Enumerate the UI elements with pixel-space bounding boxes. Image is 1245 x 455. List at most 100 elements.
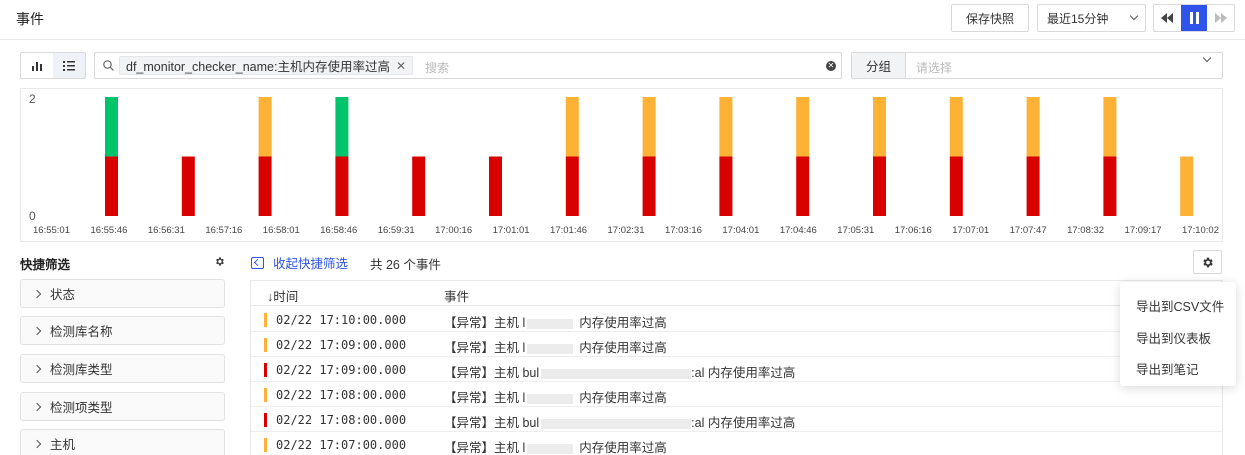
gear-icon[interactable] [214, 256, 225, 267]
bar-critical [949, 156, 963, 216]
rewind-button[interactable] [1154, 5, 1181, 31]
x-tick-label: 17:01:46 [550, 225, 587, 236]
group-select[interactable]: 分组 请选择 [851, 52, 1223, 79]
page-header: 事件 保存快照 最近15分钟 [0, 0, 1245, 40]
status-indicator [264, 313, 267, 327]
pause-icon [1189, 12, 1193, 24]
x-tick-label: 17:03:16 [665, 225, 702, 236]
table-row[interactable]: 02/22 17:09:00.000 【异常】主机 bul:al 内存使用率过高 [251, 357, 1222, 382]
bar-warning [1103, 97, 1117, 157]
list-view-button[interactable] [53, 53, 85, 78]
quick-filter-status[interactable]: 状态 [20, 279, 225, 308]
quick-filter-check-lib-name[interactable]: 检测库名称 [20, 316, 225, 345]
event-count: 共 26 个事件 [370, 258, 441, 272]
forward-button[interactable] [1207, 5, 1234, 31]
bar-warning [642, 97, 656, 157]
redacted-host [541, 368, 692, 379]
page-title: 事件 [16, 11, 44, 27]
quick-filter-label: 检测库名称 [50, 325, 113, 339]
event-histogram: 2 0 16:55:01 16:55:46 16:56:31 16:57:16 16:58:… [20, 88, 1223, 242]
redacted-host [541, 418, 692, 429]
event-title[interactable]: 【异常】主机 bul:al 内存使用率过高 [444, 416, 796, 430]
event-time: 02/22 17:09:00.000 [276, 338, 407, 352]
table-settings-button[interactable] [1193, 250, 1222, 274]
collapse-quick-filter-button[interactable]: 收起快捷筛选 [251, 253, 348, 272]
filter-tag[interactable]: df_monitor_checker_name:主机内存使用率过高 ✕ [119, 56, 414, 75]
search-input[interactable]: 搜索 [425, 61, 450, 75]
chevron-down-icon [1129, 11, 1139, 21]
bar-critical [1026, 156, 1040, 216]
quick-filter-check-item-type[interactable]: 检测项类型 [20, 392, 225, 421]
search-bar[interactable]: df_monitor_checker_name:主机内存使用率过高 ✕ 搜索 ✕ [94, 52, 842, 79]
x-tick-label: 16:58:01 [263, 225, 300, 236]
quick-filter-label: 检测项类型 [50, 401, 113, 415]
bar-warning [719, 97, 733, 157]
x-tick-label: 16:55:46 [90, 225, 127, 236]
x-tick-label: 17:00:16 [435, 225, 472, 236]
redacted-host [527, 443, 574, 454]
x-tick-label: 17:04:46 [780, 225, 817, 236]
table-row[interactable]: 02/22 17:09:00.000 【异常】主机 l 内存使用率过高 [251, 332, 1222, 357]
chevron-down-icon [1202, 53, 1212, 63]
gear-icon [1203, 257, 1213, 267]
bar-critical [796, 156, 810, 216]
event-title[interactable]: 【异常】主机 l 内存使用率过高 [444, 341, 667, 355]
table-row[interactable]: 02/22 17:10:00.000 【异常】主机 l 内存使用率过高 [251, 307, 1222, 332]
quick-filter-label: 主机 [50, 438, 76, 452]
bar-critical [335, 156, 349, 216]
bar-critical [105, 156, 118, 216]
chevron-right-icon [32, 364, 42, 373]
quick-filter-label: 状态 [50, 288, 76, 302]
clear-icon[interactable]: ✕ [826, 61, 836, 71]
event-title[interactable]: 【异常】主机 l 内存使用率过高 [444, 316, 667, 330]
bar-critical [258, 156, 272, 216]
bar-critical [489, 156, 502, 216]
event-time: 02/22 17:07:00.000 [276, 438, 407, 452]
bar-ok [335, 97, 349, 157]
table-row[interactable]: 02/22 17:08:00.000 【异常】主机 bul:al 内存使用率过高 [251, 407, 1222, 432]
close-icon[interactable]: ✕ [395, 58, 407, 73]
quick-filter-host[interactable]: 主机 [20, 429, 225, 455]
status-indicator [264, 438, 267, 452]
quick-filter-check-lib-type[interactable]: 检测库类型 [20, 354, 225, 383]
event-title[interactable]: 【异常】主机 l 内存使用率过高 [444, 391, 667, 405]
histogram-svg: 2 0 16:55:01 16:55:46 16:56:31 16:57:16 16:58:… [29, 92, 1219, 236]
bar-warning [258, 97, 272, 157]
pause-button[interactable] [1180, 5, 1208, 31]
menu-item-export-notes[interactable]: 导出到笔记 [1136, 363, 1199, 377]
event-table: ↓时间 事件 02/22 17:10:00.000 【异常】主机 l 内存使用率过高… [250, 280, 1223, 455]
bar-warning [796, 97, 810, 157]
group-placeholder: 请选择 [916, 61, 953, 75]
collapse-label: 收起快捷筛选 [273, 257, 349, 271]
x-tick-label: 16:59:31 [378, 225, 415, 236]
y-tick-label: 2 [29, 92, 36, 106]
chart-view-button[interactable] [21, 53, 53, 78]
chevron-right-icon [32, 439, 42, 448]
x-tick-label: 17:07:47 [1010, 225, 1047, 236]
time-range-select[interactable]: 最近15分钟 [1037, 4, 1146, 32]
menu-item-export-csv[interactable]: 导出到CSV文件 [1136, 300, 1225, 314]
chevron-right-icon [32, 326, 42, 335]
status-indicator [264, 413, 267, 427]
event-title[interactable]: 【异常】主机 l 内存使用率过高 [444, 441, 667, 455]
chevron-right-icon [32, 289, 42, 298]
bar-critical [181, 156, 195, 216]
x-tick-label: 17:10:02 [1182, 225, 1219, 236]
bar-warning [949, 97, 963, 157]
save-snapshot-button[interactable]: 保存快照 [951, 4, 1029, 32]
table-header: ↓时间 事件 [251, 281, 1222, 306]
bar-critical [565, 156, 579, 216]
event-title[interactable]: 【异常】主机 bul:al 内存使用率过高 [444, 366, 796, 380]
menu-item-export-dashboard[interactable]: 导出到仪表板 [1136, 332, 1212, 346]
table-row[interactable]: 02/22 17:07:00.000 【异常】主机 l 内存使用率过高 [251, 432, 1222, 455]
bar-warning [873, 97, 886, 157]
bar-warning [1026, 97, 1040, 157]
x-tick-label: 17:07:01 [952, 225, 989, 236]
redacted-host [527, 393, 574, 404]
status-indicator [264, 338, 267, 352]
x-tick-label: 16:57:16 [205, 225, 242, 236]
x-tick-label: 17:06:16 [895, 225, 932, 236]
table-row[interactable]: 02/22 17:08:00.000 【异常】主机 l 内存使用率过高 [251, 382, 1222, 407]
time-column-header[interactable]: ↓时间 [267, 290, 299, 304]
forward-icon [1214, 13, 1227, 23]
